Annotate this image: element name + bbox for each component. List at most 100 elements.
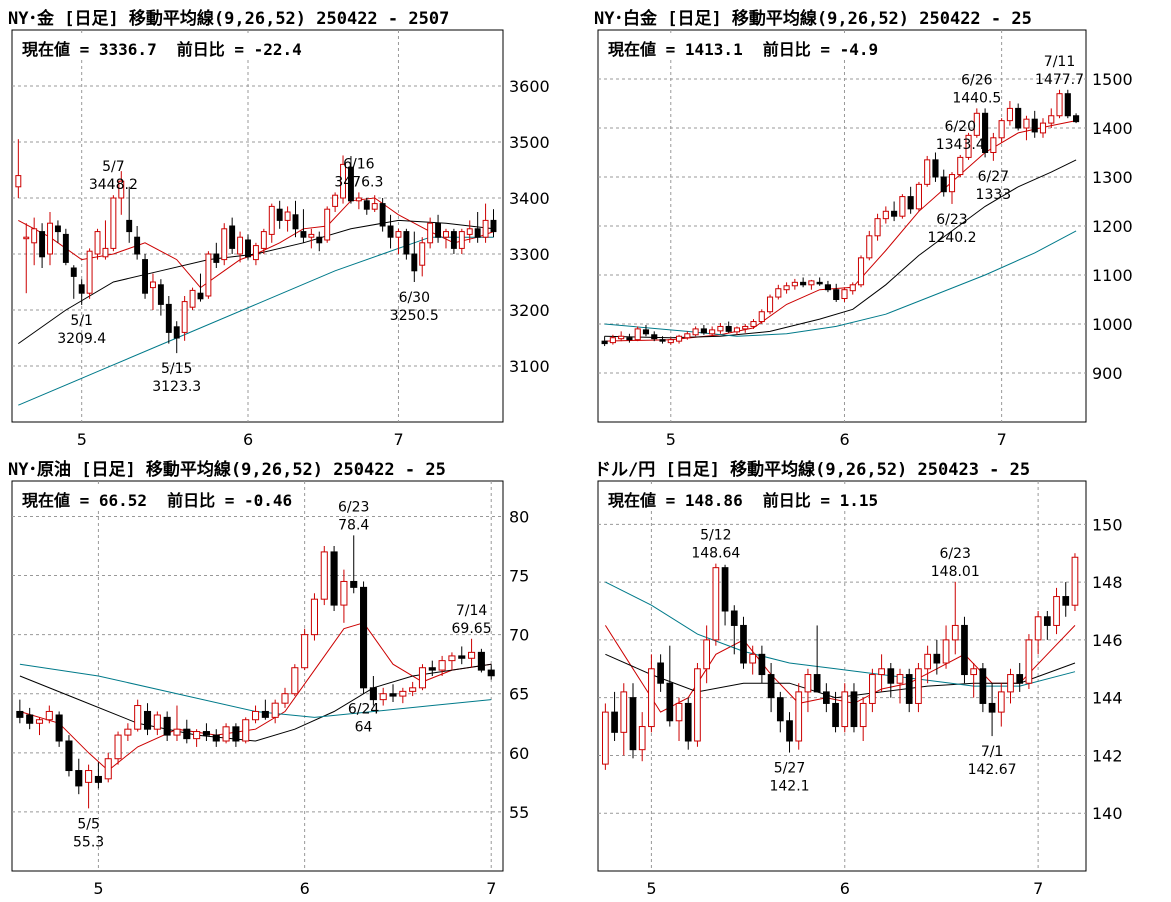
candle xyxy=(874,213,881,241)
candle-body xyxy=(157,284,164,305)
candle xyxy=(427,217,434,249)
current-price: 現在値 = 148.86 xyxy=(608,491,743,510)
candle-body xyxy=(324,208,331,241)
candle-body xyxy=(997,691,1005,713)
candle xyxy=(157,279,164,316)
candle xyxy=(1007,668,1014,704)
candle xyxy=(721,564,729,626)
candle xyxy=(379,198,386,232)
candle xyxy=(620,683,628,756)
candle xyxy=(482,203,489,243)
candle-body xyxy=(118,180,125,199)
candle-body xyxy=(629,697,637,751)
y-tick-label: 144 xyxy=(1092,689,1123,708)
candle xyxy=(428,660,436,676)
candle xyxy=(1071,553,1079,611)
candle-body xyxy=(47,222,53,255)
candle-body xyxy=(657,662,664,684)
candle-body xyxy=(252,245,259,261)
candle-body xyxy=(409,687,417,692)
candle-body xyxy=(791,281,798,287)
candle xyxy=(611,691,618,741)
candle-body xyxy=(1015,107,1022,129)
candle xyxy=(474,212,481,243)
candle xyxy=(35,717,44,736)
annotation-value: 55.3 xyxy=(73,834,104,850)
candle-body xyxy=(700,328,707,334)
candle xyxy=(173,321,180,354)
candle-body xyxy=(399,690,407,697)
y-tick-label: 1400 xyxy=(1092,119,1133,138)
candle-body xyxy=(427,222,434,244)
candle xyxy=(70,265,77,299)
candle xyxy=(905,668,913,713)
candle xyxy=(618,331,625,342)
candle xyxy=(850,683,858,733)
candle xyxy=(800,277,807,288)
candle xyxy=(915,663,922,713)
candle-body xyxy=(694,668,701,742)
candle-body xyxy=(905,674,913,704)
candle xyxy=(395,228,402,254)
candle xyxy=(330,546,338,611)
candle-body xyxy=(237,236,244,255)
price-info: 現在値 = 1413.1 前日比 = -4.9 xyxy=(606,36,881,60)
candle xyxy=(700,324,707,335)
candle-body xyxy=(804,674,812,693)
x-tick-label: 6 xyxy=(839,430,849,449)
candle xyxy=(197,273,204,302)
candle xyxy=(163,711,171,741)
candle xyxy=(940,169,947,197)
candle xyxy=(878,654,885,692)
candle xyxy=(712,563,720,646)
candle xyxy=(284,206,291,232)
candle-body xyxy=(998,120,1005,139)
candle-body xyxy=(749,653,757,664)
candle xyxy=(767,663,775,713)
candle xyxy=(832,691,839,733)
candle xyxy=(666,645,674,727)
candle xyxy=(1031,110,1038,138)
candle-body xyxy=(638,726,646,751)
candle-body xyxy=(320,551,328,600)
annotation-date: 6/23 xyxy=(940,546,971,562)
candle-body xyxy=(709,329,716,335)
candle xyxy=(110,195,117,252)
y-tick-label: 75 xyxy=(509,567,529,586)
candle xyxy=(114,731,122,765)
candle-body xyxy=(276,208,283,221)
candle-body xyxy=(891,210,898,217)
candle-body xyxy=(332,194,339,207)
candle-body xyxy=(54,225,61,233)
x-tick-label: 5 xyxy=(77,430,87,449)
price-change: 前日比 = -22.4 xyxy=(176,40,302,59)
candle-body xyxy=(163,716,171,736)
panel-title: NY･白金 [日足] 移動平均線(9,26,52) 250422 - 25 xyxy=(594,9,1032,29)
annotation-value: 3250.5 xyxy=(390,308,439,324)
candle-body xyxy=(1007,674,1014,693)
candle xyxy=(899,194,906,219)
annotation-value: 3476.3 xyxy=(334,174,383,190)
candle xyxy=(648,654,655,733)
candle-body xyxy=(134,236,141,255)
annotation-value: 142.1 xyxy=(769,779,809,795)
candle xyxy=(1034,611,1042,655)
candle-body xyxy=(882,210,889,220)
candle-body xyxy=(466,228,473,235)
y-tick-label: 1300 xyxy=(1092,168,1133,187)
candle-body xyxy=(970,668,978,676)
candle xyxy=(78,279,85,305)
annotation-value: 1477.7 xyxy=(1035,72,1084,88)
annotation-value: 1440.5 xyxy=(952,90,1001,106)
candle xyxy=(602,703,609,770)
candle xyxy=(387,214,394,249)
candle xyxy=(998,118,1005,143)
candle xyxy=(62,228,69,266)
annotation-value: 1240.2 xyxy=(928,230,977,246)
candle-body xyxy=(642,329,650,335)
candle xyxy=(961,616,968,684)
candle-body xyxy=(874,218,881,237)
candle-body xyxy=(102,247,109,258)
candle xyxy=(684,697,692,750)
candle xyxy=(982,108,989,158)
